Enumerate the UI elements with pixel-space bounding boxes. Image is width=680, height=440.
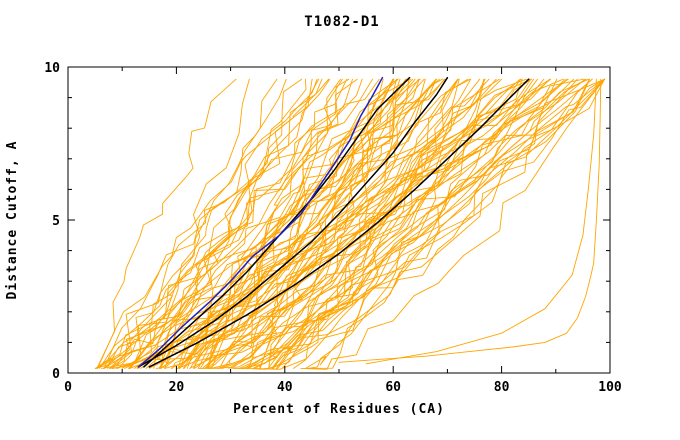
prediction-curve [281,78,606,369]
prediction-curve [264,78,538,370]
y-tick-label: 5 [52,214,60,229]
x-axis-label: Percent of Residues (CA) [233,402,445,417]
prediction-curve [194,78,343,369]
x-tick-label: 100 [598,380,622,395]
prediction-curve [117,78,358,369]
prediction-curve [192,78,350,369]
prediction-curve [205,78,606,369]
prediction-curve [305,78,578,369]
prediction-curve [207,78,401,369]
chart-title: T1082-D1 [304,14,379,30]
prediction-curve [103,78,380,369]
prediction-curve [96,78,237,369]
model-curve-black-2 [137,76,449,368]
y-tick-label: 10 [44,61,60,76]
prediction-curve [293,78,568,369]
prediction-curve [101,78,532,369]
model-curve-black-1 [143,76,411,368]
prediction-curve [179,78,490,369]
model-curve-black-3 [148,78,530,368]
prediction-curve [103,78,527,369]
prediction-curve [138,78,535,369]
prediction-curve [271,78,606,369]
prediction-curve [148,78,412,369]
prediction-curve [94,78,353,369]
prediction-curve [248,78,416,369]
prediction-curve [232,78,606,370]
x-tick-label: 60 [385,380,401,395]
axes-layer: 0 20 40 60 80 100 0 5 10 [44,61,622,395]
prediction-curve [177,78,438,369]
prediction-curve [108,78,331,369]
prediction-curve [300,78,606,370]
x-tick-label: 0 [64,380,72,395]
prediction-curve [253,78,481,370]
x-tick-label: 80 [494,380,510,395]
prediction-curve [201,78,552,369]
y-axis-label: Distance Cutoff, A [5,141,20,300]
prediction-curve [230,78,606,369]
prediction-curve [97,78,330,369]
prediction-curve [189,78,566,369]
prediction-curve [252,78,472,369]
prediction-curve [218,78,533,369]
orange-far-right-vertical-curve [593,78,602,264]
prediction-curve [199,78,440,369]
model-curve-blue [137,76,384,368]
prediction-curve [198,78,590,369]
prediction-curve [111,78,532,369]
prediction-curve [268,78,410,369]
prediction-curve [254,78,523,369]
prediction-curve [121,78,278,369]
prediction-curve [307,78,459,369]
prediction-curve [206,78,500,369]
prediction-curve [204,78,459,369]
prediction-curve [109,78,318,369]
curves-layer [94,76,606,370]
prediction-curve [160,78,408,369]
orange-flat-bottom-right-curve [338,262,595,363]
prediction-curve [183,78,497,369]
prediction-curve [275,78,551,369]
prediction-curve [207,78,395,369]
orange-right-edge-riser-curve [365,78,597,365]
prediction-curve [129,78,373,369]
prediction-curve [111,78,323,369]
prediction-curve [211,78,569,369]
x-tick-label: 40 [277,380,293,395]
prediction-curve [178,78,471,369]
prediction-curve [98,78,394,369]
y-tick-label: 0 [52,367,60,382]
x-tick-label: 20 [169,380,185,395]
